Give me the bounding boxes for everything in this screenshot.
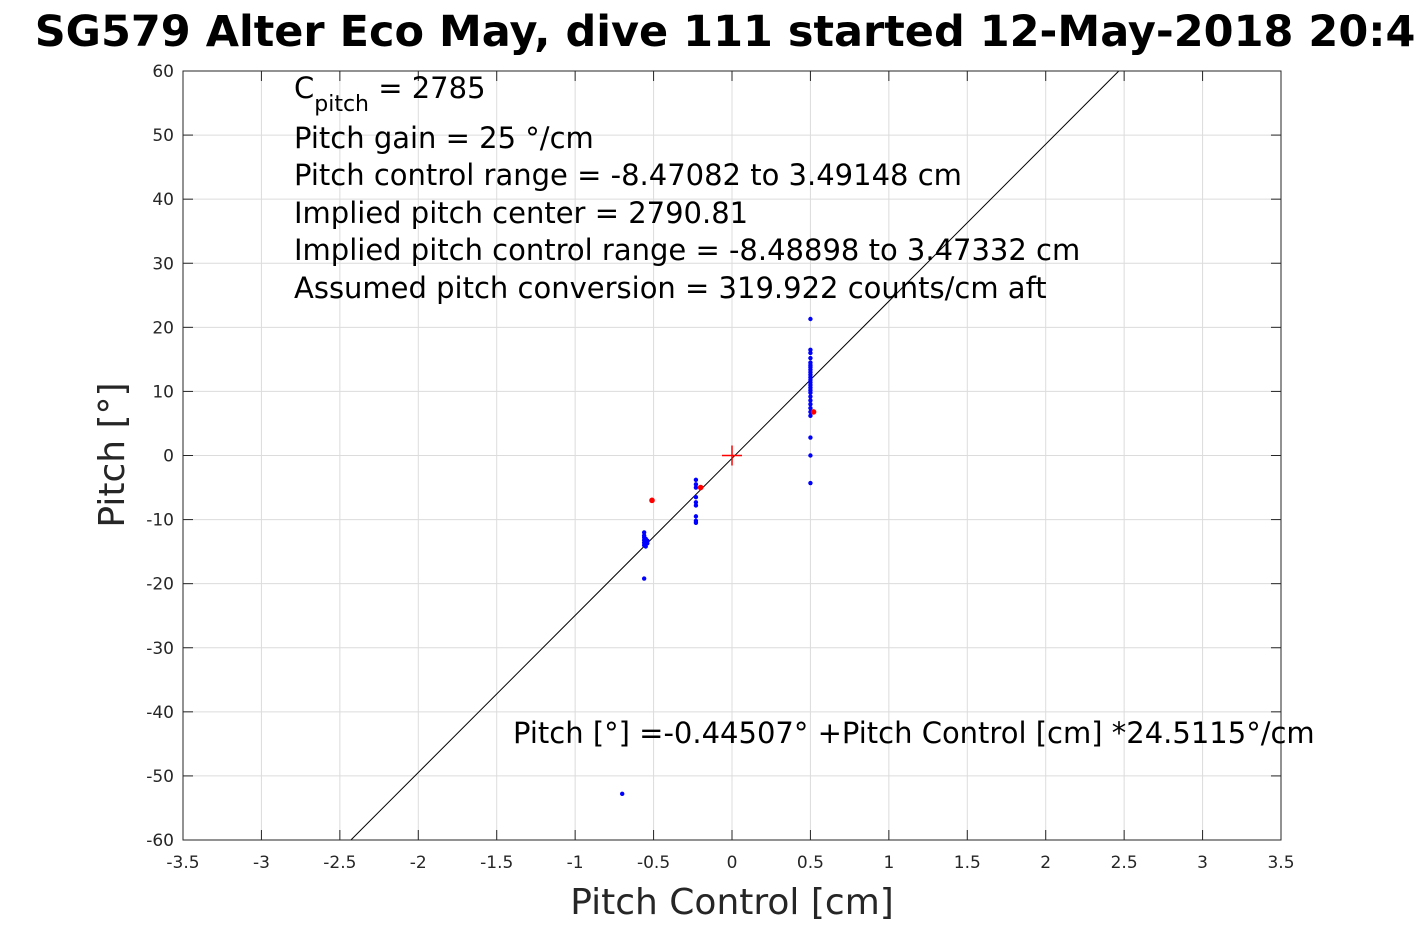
data-point — [808, 394, 813, 399]
x-tick-label: 1 — [883, 853, 894, 873]
data-point — [808, 398, 813, 403]
chart-title: SG579 Alter Eco May, dive 111 started 12… — [35, 7, 1417, 57]
data-point — [808, 350, 813, 356]
data-point — [808, 413, 813, 418]
x-tick-label: 1.5 — [954, 853, 981, 873]
x-tick-label: 3 — [1197, 853, 1208, 873]
data-points — [620, 316, 817, 797]
highlight-point — [649, 497, 655, 504]
pitch-control-range-annotation: Pitch control range = -8.47082 to 3.4914… — [294, 158, 962, 192]
axis-ticks: -3.5 -3 -2.5 -2 -1.5 -1 -0.5 0 0.5 1 1.5 2 2.5 3 3.5 -6… — [146, 62, 1294, 873]
data-point — [641, 576, 647, 581]
data-point — [808, 480, 813, 486]
cpitch-value: = 2785 — [369, 71, 486, 105]
data-point — [693, 500, 699, 505]
data-point — [693, 494, 699, 500]
y-tick-label: 20 — [152, 318, 174, 338]
implied-pitch-control-range-annotation: Implied pitch control range = -8.48898 t… — [294, 233, 1080, 267]
data-point — [693, 520, 699, 525]
cpitch-annotation: Cpitch = 2785 — [294, 71, 486, 117]
data-point — [641, 530, 647, 535]
x-tick-label: 2 — [1040, 853, 1051, 873]
y-axis-label: Pitch [°] — [92, 382, 133, 527]
y-tick-label: 0 — [163, 447, 174, 467]
x-axis-label: Pitch Control [cm] — [570, 882, 894, 923]
data-point — [693, 503, 699, 508]
x-tick-label: -3.5 — [166, 853, 199, 873]
data-point — [693, 477, 699, 483]
data-point — [808, 435, 813, 440]
x-tick-label: 0.5 — [797, 853, 824, 873]
data-point — [808, 402, 813, 407]
cpitch-symbol: C — [294, 71, 314, 105]
data-point — [808, 390, 813, 395]
y-tick-label: -30 — [146, 639, 174, 659]
x-tick-label: -1 — [567, 853, 584, 873]
y-tick-label: 30 — [152, 254, 174, 274]
data-point — [620, 791, 625, 797]
data-point — [808, 347, 813, 352]
y-tick-label: -10 — [146, 511, 174, 531]
y-tick-label: -50 — [146, 767, 174, 787]
x-tick-label: -2.5 — [323, 853, 356, 873]
pitch-gain-annotation: Pitch gain = 25 °/cm — [294, 121, 594, 155]
fit-equation-annotation: Pitch [°] =-0.44507° +Pitch Control [cm]… — [513, 716, 1315, 750]
pitch-conversion-annotation: Assumed pitch conversion = 319.922 count… — [294, 271, 1047, 305]
y-tick-label: -60 — [146, 831, 174, 851]
data-point — [693, 514, 699, 519]
data-point — [645, 541, 650, 546]
y-tick-label: -40 — [146, 703, 174, 723]
cpitch-subscript: pitch — [314, 92, 369, 117]
x-tick-label: 2.5 — [1111, 853, 1138, 873]
y-tick-label: 10 — [152, 382, 174, 402]
y-tick-label: 50 — [152, 126, 174, 146]
x-tick-label: -1.5 — [480, 853, 513, 873]
data-point — [693, 485, 699, 490]
data-point — [693, 482, 699, 487]
x-tick-label: -0.5 — [637, 853, 670, 873]
highlight-point — [810, 409, 817, 415]
x-tick-label: 3.5 — [1267, 853, 1294, 873]
y-tick-label: -20 — [146, 575, 174, 595]
y-tick-label: 60 — [152, 62, 174, 82]
center-marker-group — [722, 445, 742, 466]
x-tick-label: -2 — [410, 853, 427, 873]
implied-pitch-center-annotation: Implied pitch center = 2790.81 — [294, 196, 748, 230]
data-point — [808, 405, 813, 411]
y-tick-label: 40 — [152, 190, 174, 210]
highlight-point — [697, 484, 704, 491]
data-point — [808, 316, 813, 322]
x-tick-label: 0 — [727, 853, 738, 873]
x-tick-label: -3 — [253, 853, 270, 873]
data-point — [808, 453, 813, 458]
data-point — [808, 355, 813, 361]
